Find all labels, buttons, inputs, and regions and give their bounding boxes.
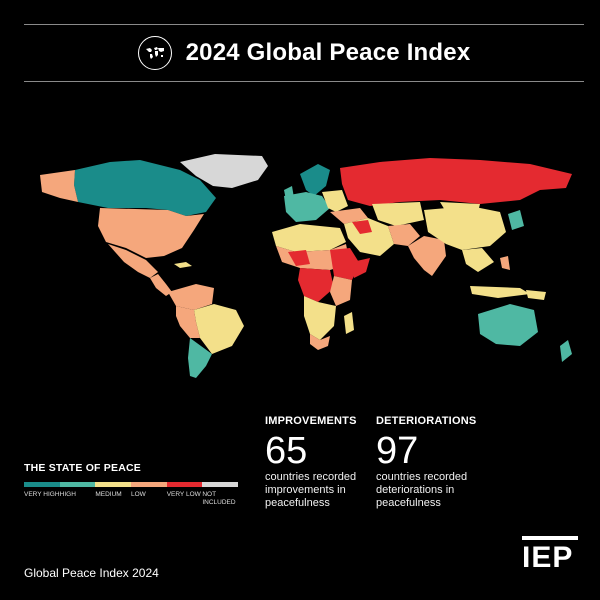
legend-title: THE STATE OF PEACE [24, 462, 141, 474]
footer-index-name: Global Peace Index [24, 566, 129, 580]
legend-swatch-very-high [24, 482, 60, 487]
southeast-asia [462, 248, 494, 272]
sudan-ethiopia [330, 248, 360, 280]
deteriorations-description: countries recorded deteriorations in pea… [376, 471, 468, 509]
papua [526, 290, 546, 300]
new-zealand [560, 340, 572, 362]
australia [478, 304, 538, 346]
legend-swatch-medium [95, 482, 132, 487]
scandinavia [300, 164, 330, 196]
legend-swatch-not-included [202, 482, 239, 487]
top-divider [24, 24, 584, 25]
turkey-caucasus [330, 208, 368, 224]
footer-caption: Global Peace Index 2024 [24, 566, 159, 580]
legend-label-high: HIGH [59, 491, 76, 498]
east-africa [330, 276, 352, 306]
deteriorations-value: 97 [376, 430, 419, 472]
iep-logo: IEP [522, 536, 578, 573]
improvements-label: IMPROVEMENTS [265, 415, 357, 427]
page-title: 2024 Global Peace Index [185, 38, 471, 66]
mexico [108, 244, 158, 278]
central-africa [298, 268, 334, 302]
uk [284, 186, 294, 200]
kazakhstan [372, 202, 424, 226]
deteriorations-stat: DETERIORATIONS 97 countries recorded det… [376, 415, 486, 510]
legend-swatch-low [131, 482, 167, 487]
improvements-description: countries recorded improvements in peace… [265, 471, 357, 509]
peru-bolivia [176, 306, 200, 338]
mongolia [440, 202, 480, 212]
world-map [40, 154, 572, 378]
caribbean [174, 262, 192, 268]
legend-label-medium: MEDIUM [95, 491, 122, 498]
japan-korea [508, 210, 524, 230]
legend-swatch-high [59, 482, 96, 487]
horn-of-africa [352, 258, 370, 278]
alaska [40, 170, 78, 202]
improvements-stat: IMPROVEMENTS 65 countries recorded impro… [265, 415, 375, 510]
legend-label-very-low: VERY LOW [166, 491, 201, 498]
canada [74, 160, 216, 216]
united-states [98, 208, 204, 258]
western-europe [284, 192, 330, 222]
china [424, 206, 506, 250]
iep-logo-bar [522, 536, 578, 540]
iep-logo-text: IEP [522, 541, 574, 574]
central-america [150, 274, 172, 296]
header: 2024 Global Peace Index [24, 24, 584, 81]
india [408, 236, 446, 276]
header-divider [24, 81, 584, 82]
madagascar [344, 312, 354, 334]
venezuela-colombia [168, 284, 214, 310]
argentina-chile [188, 338, 212, 378]
deteriorations-label: DETERIORATIONS [376, 415, 477, 427]
indonesia [470, 286, 530, 298]
peace-legend: THE STATE OF PEACE VERY HIGH HIGH MEDIUM… [24, 462, 244, 507]
syria-iraq [352, 220, 372, 234]
improvements-value: 65 [265, 430, 308, 472]
brazil [194, 304, 244, 354]
iran-afghanistan [388, 224, 420, 246]
mali-niger [288, 250, 310, 266]
legend-label-very-high: VERY HIGH [24, 491, 60, 498]
greenland [180, 154, 268, 188]
russia [340, 158, 572, 206]
philippines [500, 256, 510, 270]
footer-year: 2024 [132, 566, 159, 580]
legend-label-low: LOW [131, 491, 146, 498]
legend-swatch-very-low [166, 482, 203, 487]
legend-label-not-included: NOT INCLUDED [202, 491, 236, 506]
eastern-europe [322, 190, 348, 212]
south-africa [310, 334, 330, 350]
north-africa [272, 224, 346, 252]
southern-africa [304, 296, 336, 340]
legend-color-bar [24, 482, 239, 487]
globe-icon [137, 35, 172, 70]
legend-labels: VERY HIGH HIGH MEDIUM LOW VERY LOW NOT I… [24, 491, 238, 507]
